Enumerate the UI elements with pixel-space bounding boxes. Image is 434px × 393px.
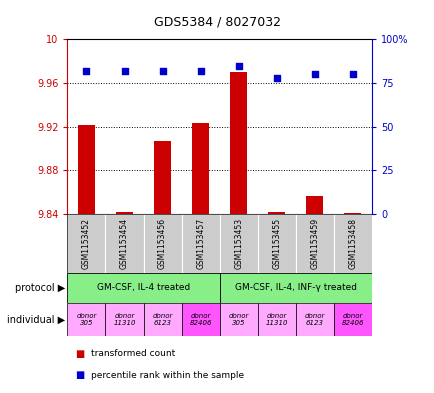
Bar [333,214,371,273]
Text: GM-CSF, IL-4, INF-γ treated: GM-CSF, IL-4, INF-γ treated [234,283,356,292]
Bar [295,214,333,273]
Bar [67,214,105,273]
Text: GSM1153458: GSM1153458 [348,218,357,269]
Text: GSM1153456: GSM1153456 [158,218,167,269]
Point [83,68,90,74]
Bar [154,141,171,214]
Text: GDS5384 / 8027032: GDS5384 / 8027032 [154,16,280,29]
Text: donor
82406: donor 82406 [341,313,363,326]
Text: GSM1153454: GSM1153454 [120,218,129,269]
Bar [268,212,285,214]
Text: GSM1153459: GSM1153459 [309,218,319,269]
Bar [181,214,219,273]
Point [273,75,279,81]
Text: GSM1153453: GSM1153453 [233,218,243,269]
Point [311,71,318,77]
Text: percentile rank within the sample: percentile rank within the sample [90,371,243,380]
Text: protocol ▶: protocol ▶ [15,283,65,293]
Text: GSM1153452: GSM1153452 [82,218,91,269]
Text: donor
11310: donor 11310 [265,313,287,326]
Bar [192,123,209,214]
Text: transformed count: transformed count [90,349,174,358]
Bar [143,303,181,336]
Text: donor
305: donor 305 [76,313,96,326]
Bar [257,303,295,336]
Text: GSM1153455: GSM1153455 [272,218,281,269]
Bar [257,214,295,273]
Bar [219,273,371,303]
Text: donor
11310: donor 11310 [113,313,135,326]
Text: GSM1153457: GSM1153457 [196,218,205,269]
Text: ■: ■ [75,370,84,380]
Bar [181,303,219,336]
Point [349,71,355,77]
Bar [344,213,361,214]
Bar [67,303,105,336]
Bar [333,303,371,336]
Point [159,68,166,74]
Bar [116,212,133,214]
Text: donor
6123: donor 6123 [304,313,324,326]
Text: donor
305: donor 305 [228,313,248,326]
Bar [219,214,257,273]
Bar [306,196,322,214]
Text: individual ▶: individual ▶ [7,314,65,324]
Bar [78,125,95,214]
Text: ■: ■ [75,349,84,359]
Point [121,68,128,74]
Bar [219,303,257,336]
Bar [67,273,219,303]
Text: donor
6123: donor 6123 [152,313,172,326]
Bar [105,214,143,273]
Bar [295,303,333,336]
Text: GM-CSF, IL-4 treated: GM-CSF, IL-4 treated [97,283,190,292]
Bar [105,303,143,336]
Bar [230,72,247,214]
Point [235,62,242,69]
Text: donor
82406: donor 82406 [189,313,211,326]
Bar [143,214,181,273]
Point [197,68,204,74]
